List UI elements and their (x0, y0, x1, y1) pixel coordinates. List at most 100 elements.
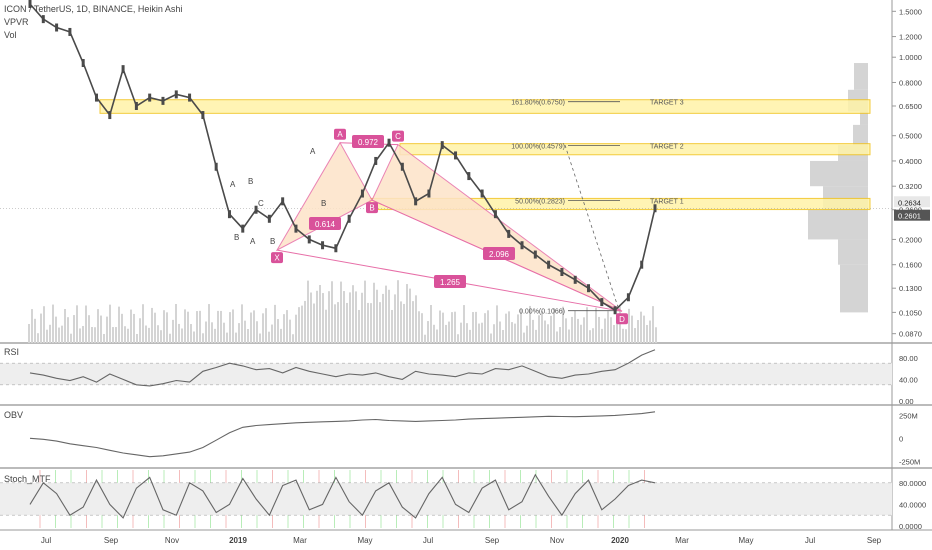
price-candle (174, 90, 178, 99)
volume-bar (523, 332, 525, 343)
price-badge-label: 0.2634 (898, 198, 921, 207)
volume-bar (82, 326, 84, 343)
volume-bar (532, 319, 534, 343)
volume-bar (340, 281, 342, 343)
volume-bar (265, 308, 267, 343)
volume-bar (358, 309, 360, 343)
rsi-axis-label: 40.00 (899, 375, 918, 384)
pattern-ratio-label: 0.972 (358, 138, 379, 147)
volume-bar (142, 304, 144, 343)
volume-bar (172, 319, 174, 343)
price-candle (360, 189, 364, 198)
volume-bar (412, 301, 414, 343)
volume-bar (241, 304, 243, 343)
pattern-point-label: B (369, 204, 374, 213)
volume-bar (631, 315, 633, 343)
price-candle (387, 138, 391, 147)
volume-bar (454, 311, 456, 343)
price-axis-label: 1.2000 (899, 33, 922, 42)
volume-bar (466, 323, 468, 343)
wave-label: A (310, 147, 316, 156)
target-label: TARGET 3 (650, 100, 684, 107)
price-candle (626, 293, 630, 302)
volume-bar (607, 311, 609, 343)
volume-bar (103, 333, 105, 343)
rsi-line (29, 349, 656, 387)
pattern-ratio-badge (483, 247, 515, 260)
pattern-ratio-badge (352, 135, 384, 148)
price-candle (267, 214, 271, 223)
volume-bar (403, 303, 405, 343)
price-badge (894, 196, 930, 208)
price-axis-label: 1.0000 (899, 53, 922, 62)
volume-bar (145, 325, 147, 343)
volume-bar (511, 322, 513, 343)
volume-bar (136, 333, 138, 343)
volume-bar (88, 315, 90, 343)
pattern-point-label: D (619, 315, 625, 324)
volume-bar (328, 291, 330, 343)
volume-bar (223, 322, 225, 343)
stoch-pane-label[interactable]: Stoch_MTF (4, 474, 51, 484)
volume-bar (463, 305, 465, 343)
target-box (399, 143, 871, 156)
price-candle (321, 241, 325, 250)
price-candle (108, 111, 112, 120)
price-candle (81, 59, 85, 68)
volume-bar (133, 313, 135, 343)
volume-bar (577, 318, 579, 343)
volume-bar (502, 329, 504, 343)
rsi-band (0, 363, 892, 385)
volume-bar (109, 304, 111, 343)
pattern-point-badge (616, 313, 628, 325)
volume-bar (316, 290, 318, 343)
volume-bar (79, 328, 81, 343)
price-axis-label: 1.5000 (899, 7, 922, 16)
chart-title: ICON / TetherUS, 1D, BINANCE, Heikin Ash… (4, 4, 183, 14)
vpvr-indicator-label[interactable]: VPVR (4, 17, 29, 27)
rsi-pane-label[interactable]: RSI (4, 347, 20, 357)
volume-bar (115, 327, 117, 343)
time-axis-label: Jul (41, 536, 51, 545)
volume-bar (451, 312, 453, 343)
volume-indicator-label[interactable]: Vol (4, 30, 17, 40)
volume-bar (445, 324, 447, 343)
volume-bar (70, 333, 72, 343)
price-candle (640, 260, 644, 269)
volume-bar (505, 313, 507, 343)
volume-bar (283, 314, 285, 343)
volume-bar (583, 317, 585, 343)
obv-pane-label[interactable]: OBV (4, 410, 24, 420)
volume-bar (271, 324, 273, 343)
volume-bar (163, 310, 165, 343)
price-candle (400, 162, 404, 171)
stoch-band (0, 482, 892, 516)
volume-bar (256, 321, 258, 343)
volume-bar (547, 324, 549, 343)
target-label: TARGET 1 (650, 198, 684, 205)
pattern-point-badge (392, 130, 404, 142)
volume-bar (373, 282, 375, 343)
volume-bar (259, 333, 261, 343)
volume-bar (424, 334, 426, 343)
pattern-point-label: X (274, 254, 280, 263)
volume-bar (376, 289, 378, 343)
volume-bar (493, 324, 495, 343)
volume-bar (400, 301, 402, 343)
volume-bar (406, 284, 408, 343)
volume-bar (613, 324, 615, 343)
obv-axis-label: -250M (899, 457, 920, 466)
volume-bar (442, 312, 444, 343)
wave-label: A (230, 180, 236, 189)
volume-bar (319, 285, 321, 343)
price-candle (28, 0, 32, 8)
price-axis-label: 0.8000 (899, 78, 922, 87)
time-axis-label: Mar (675, 536, 689, 545)
volume-bar (520, 309, 522, 343)
volume-bar (565, 318, 567, 343)
stoch-axis-label: 80.0000 (899, 479, 926, 488)
price-candle (613, 306, 617, 315)
volume-bar (286, 310, 288, 343)
volume-bar (331, 281, 333, 343)
